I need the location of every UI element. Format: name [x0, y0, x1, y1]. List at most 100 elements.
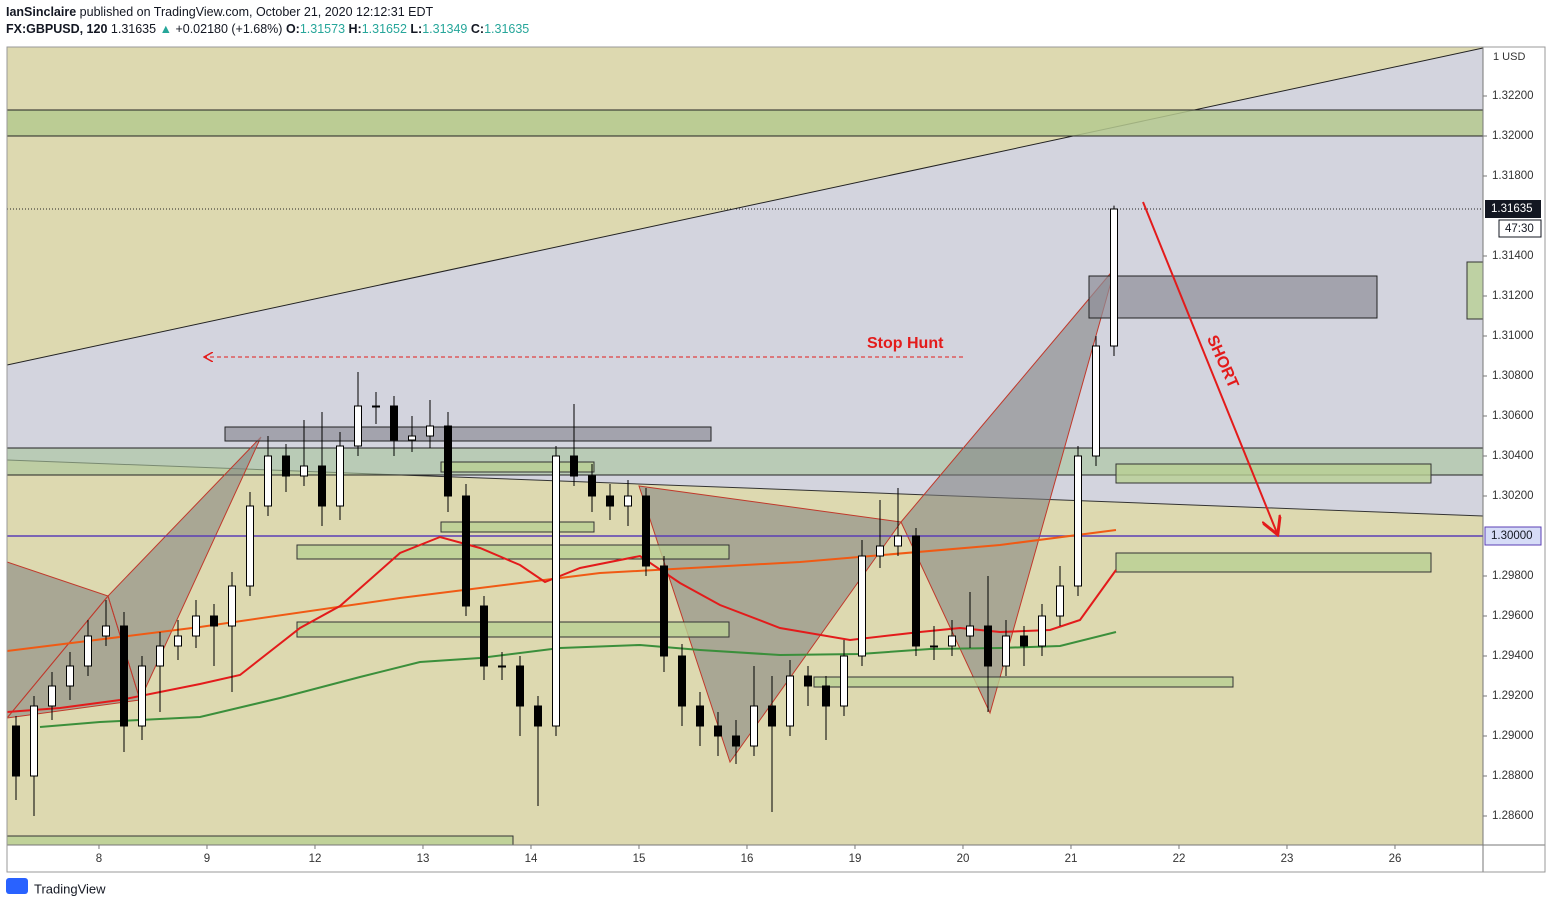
- candle-body: [750, 705, 758, 747]
- x-tick-label: 23: [1281, 853, 1294, 865]
- candle-body: [912, 535, 920, 647]
- countdown: 47:30: [1505, 223, 1534, 235]
- x-tick-label: 20: [957, 853, 970, 865]
- candle-body: [300, 465, 308, 477]
- zone: [440, 461, 595, 473]
- h-label: H:: [348, 22, 362, 36]
- candle-body: [426, 425, 434, 437]
- symbol: FX:GBPUSD, 120: [6, 22, 108, 36]
- candle-body: [156, 645, 164, 667]
- candle-body: [1092, 345, 1100, 457]
- x-tick-label: 14: [525, 853, 538, 865]
- zone: [7, 109, 1483, 137]
- candle-body: [984, 625, 992, 667]
- candle-body: [1056, 585, 1064, 617]
- h-value: 1.31652: [361, 22, 407, 36]
- candle-body: [84, 635, 92, 667]
- candle-body: [768, 705, 776, 727]
- zones: [7, 261, 1483, 845]
- candle-body: [822, 685, 830, 707]
- logo: [6, 878, 28, 894]
- x-tick-label: 9: [204, 853, 210, 865]
- candle-body: [12, 725, 20, 777]
- candle-body: [930, 645, 938, 648]
- y-tick-label: 1.30800: [1492, 370, 1534, 382]
- c-label: C:: [470, 22, 485, 36]
- candle-body: [858, 555, 866, 657]
- y-tick-label: 1.31800: [1492, 170, 1534, 182]
- arrow: [1142, 201, 1277, 533]
- candle-body: [786, 675, 794, 727]
- x-tick-label: 12: [309, 853, 322, 865]
- pane: Stop Hunt SHORT: [7, 47, 1483, 845]
- y-tick-label: 1.28800: [1492, 770, 1534, 782]
- candle-body: [390, 405, 398, 441]
- candle-body: [642, 495, 650, 567]
- x-tick-label: 16: [741, 853, 754, 865]
- candle-body: [1110, 208, 1118, 347]
- y-tick-label: 1.31400: [1492, 250, 1534, 262]
- zone: [440, 521, 595, 533]
- y-tick-label: 1.29200: [1492, 690, 1534, 702]
- candle-body: [246, 505, 254, 587]
- candle-body: [714, 725, 722, 737]
- candle-body: [30, 705, 38, 777]
- pattern: [900, 267, 1116, 715]
- axes: 1.28600 1.28800 1.29000 1.29200 1.29400 1.296…: [96, 90, 1542, 865]
- candle-body: [1038, 615, 1046, 647]
- candle-body: [552, 455, 560, 727]
- candle-body: [498, 665, 506, 668]
- price-tag-label: 1.31635: [1491, 203, 1533, 215]
- candle-body: [570, 455, 578, 477]
- candle-body: [192, 615, 200, 637]
- countdown-box: [1498, 219, 1542, 238]
- candle-body: [804, 675, 812, 687]
- x-tick-label: 8: [96, 853, 102, 865]
- candle-body: [894, 535, 902, 547]
- y-tick-label: 1.29800: [1492, 570, 1534, 582]
- header: IanSinclaire published on TradingView.co…: [6, 4, 529, 38]
- candles: [12, 205, 1118, 816]
- candle-body: [264, 455, 272, 507]
- candle-body: [138, 665, 146, 727]
- y-tick-label: 1.29600: [1492, 610, 1534, 622]
- brand: TradingView: [34, 881, 106, 896]
- y-tick-label: 1.29000: [1492, 730, 1534, 742]
- trend-line: [7, 47, 1483, 366]
- annotation: Stop Hunt: [867, 335, 944, 352]
- candle-body: [966, 625, 974, 637]
- candle-body: [948, 635, 956, 647]
- currency: 1 USD: [1493, 51, 1525, 63]
- up-arrow: ▲: [159, 22, 172, 36]
- candle-body: [354, 405, 362, 447]
- o-label: O:: [285, 22, 300, 36]
- candle-body: [48, 685, 56, 707]
- quote-line: FX:GBPUSD, 120 1.31635 ▲ +0.02180 (+1.68…: [6, 21, 529, 38]
- y-tick-label: 1.30400: [1492, 450, 1534, 462]
- candle-body: [120, 625, 128, 727]
- candle-body: [696, 705, 704, 727]
- candle-body: [660, 565, 668, 657]
- candle-body: [372, 405, 380, 408]
- zone: [1115, 463, 1432, 484]
- change: +0.02180 (+1.68%): [175, 22, 283, 36]
- c-value: 1.31635: [484, 22, 530, 36]
- candle-body: [606, 495, 614, 507]
- level-tag-label: 1.30000: [1491, 530, 1533, 542]
- x-tick-label: 19: [849, 853, 862, 865]
- y-tick-label: 1.28600: [1492, 810, 1534, 822]
- published: published on TradingView.com, October 21…: [79, 5, 434, 19]
- x-tick-label: 13: [417, 853, 430, 865]
- candle-body: [210, 615, 218, 627]
- candle-body: [1002, 635, 1010, 667]
- o-value: 1.31573: [299, 22, 346, 36]
- candle-body: [102, 625, 110, 637]
- ma-line: [39, 631, 1117, 728]
- l-label: L:: [410, 22, 423, 36]
- y-tick-label: 1.31000: [1492, 330, 1534, 342]
- candle-body: [228, 585, 236, 627]
- x-tick-label: 22: [1173, 853, 1186, 865]
- candle-body: [282, 455, 290, 477]
